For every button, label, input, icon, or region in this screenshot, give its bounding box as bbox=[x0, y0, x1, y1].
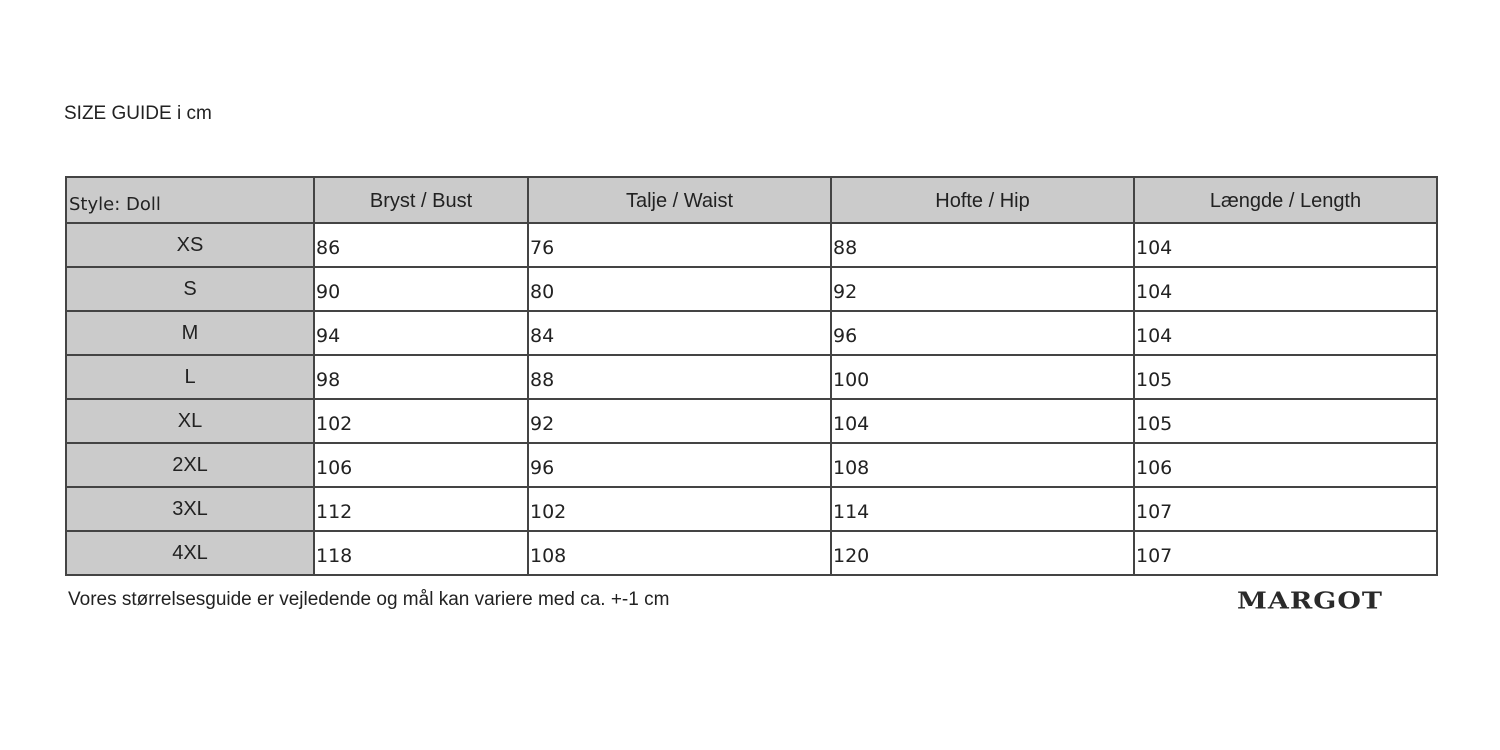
measurement-cell: 114 bbox=[830, 486, 1135, 532]
measurement-cell: 107 bbox=[1133, 486, 1438, 532]
size-label: 3XL bbox=[65, 486, 315, 532]
measurement-cell: 104 bbox=[1133, 266, 1438, 312]
measurement-cell: 86 bbox=[313, 222, 529, 268]
measurement-cell: 92 bbox=[527, 398, 832, 444]
measurement-cell: 104 bbox=[1133, 222, 1438, 268]
table-row: L 98 88 100 105 bbox=[65, 354, 1438, 400]
table-row: S 90 80 92 104 bbox=[65, 266, 1438, 312]
style-label: Style: Doll bbox=[65, 176, 315, 224]
measurement-cell: 118 bbox=[313, 530, 529, 576]
measurement-cell: 76 bbox=[527, 222, 832, 268]
size-table: Style: Doll Bryst / Bust Talje / Waist Hof… bbox=[65, 176, 1438, 576]
table-row: XS 86 76 88 104 bbox=[65, 222, 1438, 268]
brand-logo: MARGOT bbox=[1237, 588, 1383, 615]
table-row: M 94 84 96 104 bbox=[65, 310, 1438, 356]
measurement-cell: 90 bbox=[313, 266, 529, 312]
measurement-cell: 106 bbox=[313, 442, 529, 488]
measurement-cell: 108 bbox=[830, 442, 1135, 488]
measurement-cell: 84 bbox=[527, 310, 832, 356]
measurement-cell: 112 bbox=[313, 486, 529, 532]
size-label: M bbox=[65, 310, 315, 356]
table-row: 2XL 106 96 108 106 bbox=[65, 442, 1438, 488]
measurement-cell: 100 bbox=[830, 354, 1135, 400]
size-label: 4XL bbox=[65, 530, 315, 576]
measurement-cell: 96 bbox=[527, 442, 832, 488]
measurement-cell: 105 bbox=[1133, 354, 1438, 400]
measurement-cell: 107 bbox=[1133, 530, 1438, 576]
measurement-cell: 104 bbox=[1133, 310, 1438, 356]
measurement-cell: 88 bbox=[527, 354, 832, 400]
measurement-cell: 98 bbox=[313, 354, 529, 400]
table-row: 4XL 118 108 120 107 bbox=[65, 530, 1438, 576]
page-title: SIZE GUIDE i cm bbox=[64, 103, 212, 124]
measurement-cell: 104 bbox=[830, 398, 1135, 444]
measurement-cell: 102 bbox=[527, 486, 832, 532]
measurement-cell: 108 bbox=[527, 530, 832, 576]
measurement-cell: 120 bbox=[830, 530, 1135, 576]
measurement-cell: 105 bbox=[1133, 398, 1438, 444]
size-label: S bbox=[65, 266, 315, 312]
table-row: 3XL 112 102 114 107 bbox=[65, 486, 1438, 532]
measurement-cell: 88 bbox=[830, 222, 1135, 268]
size-label: L bbox=[65, 354, 315, 400]
column-header: Hofte / Hip bbox=[830, 176, 1135, 224]
table-row: XL 102 92 104 105 bbox=[65, 398, 1438, 444]
footnote: Vores størrelsesguide er vejledende og m… bbox=[68, 589, 670, 610]
measurement-cell: 92 bbox=[830, 266, 1135, 312]
measurement-cell: 106 bbox=[1133, 442, 1438, 488]
column-header: Bryst / Bust bbox=[313, 176, 529, 224]
size-label: XL bbox=[65, 398, 315, 444]
measurement-cell: 94 bbox=[313, 310, 529, 356]
size-label: 2XL bbox=[65, 442, 315, 488]
measurement-cell: 102 bbox=[313, 398, 529, 444]
measurement-cell: 96 bbox=[830, 310, 1135, 356]
size-label: XS bbox=[65, 222, 315, 268]
column-header: Talje / Waist bbox=[527, 176, 832, 224]
column-header: Længde / Length bbox=[1133, 176, 1438, 224]
table-header-row: Style: Doll Bryst / Bust Talje / Waist Hof… bbox=[65, 176, 1438, 224]
measurement-cell: 80 bbox=[527, 266, 832, 312]
